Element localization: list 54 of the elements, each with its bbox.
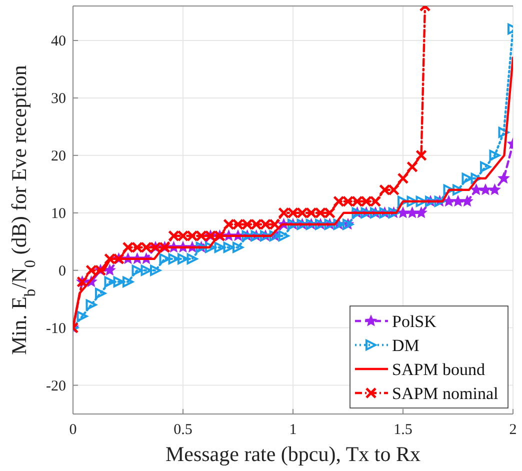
x-axis-title: Message rate (bpcu), Tx to Rx [165, 442, 422, 466]
legend-label: SAPM bound [392, 360, 486, 379]
point [140, 264, 152, 276]
point [104, 264, 116, 276]
point [397, 172, 409, 184]
point [232, 242, 244, 253]
point [223, 242, 234, 253]
point [104, 276, 116, 288]
point [178, 253, 188, 264]
legend-label: SAPM nominal [392, 384, 499, 403]
y-tick-label: 0 [58, 264, 66, 280]
point [498, 126, 510, 138]
x-tick-label: 1 [289, 422, 297, 438]
point [489, 150, 500, 161]
point [452, 195, 464, 206]
point [214, 242, 226, 253]
point [86, 299, 97, 310]
y-tick-label: 30 [51, 91, 66, 108]
y-tick-label: 10 [51, 206, 66, 222]
legend-label: DM [392, 336, 420, 355]
point [150, 264, 161, 276]
x-tick-label: 1.5 [394, 422, 412, 438]
point [76, 310, 88, 322]
point [452, 184, 464, 196]
point [186, 253, 198, 264]
point [398, 196, 408, 207]
y-tick-label: -10 [46, 321, 66, 338]
point [416, 206, 427, 218]
point [480, 161, 491, 172]
point [480, 184, 492, 195]
point [462, 172, 473, 184]
point [406, 206, 418, 218]
point [470, 184, 482, 195]
point [498, 172, 510, 184]
point [489, 184, 500, 195]
point [397, 206, 409, 218]
x-tick-label: 0.5 [174, 422, 192, 438]
legend-label: PolSK [392, 312, 438, 331]
point [462, 195, 473, 206]
point [443, 195, 454, 206]
point [95, 288, 106, 299]
x-tick-label: 2 [509, 422, 517, 438]
y-tick-label: -20 [46, 378, 66, 395]
point [278, 230, 290, 242]
x-tick-label: 0 [69, 422, 77, 438]
point [406, 161, 418, 173]
point [132, 264, 143, 276]
point [205, 242, 216, 253]
y-tick-label: 40 [51, 34, 66, 50]
point [470, 172, 482, 184]
point [122, 276, 134, 288]
y-tick-label: 20 [51, 148, 66, 165]
point [113, 276, 124, 288]
point [416, 150, 427, 162]
